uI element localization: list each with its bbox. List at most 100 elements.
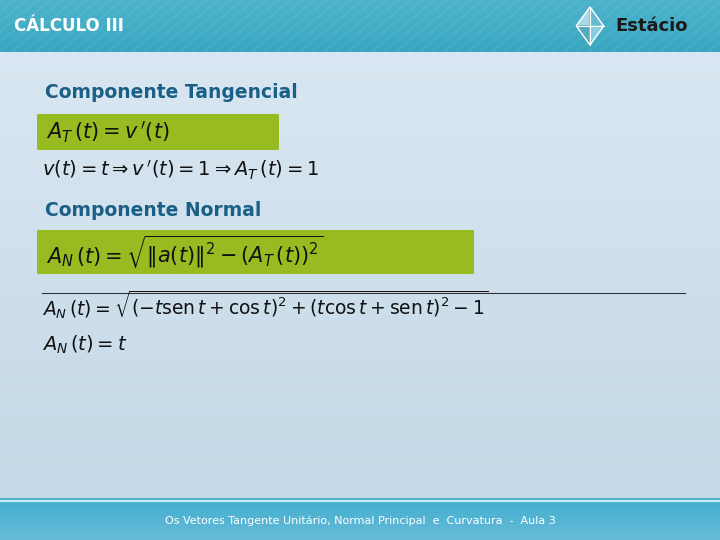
Bar bbox=[0, 312, 720, 313]
Bar bbox=[0, 206, 720, 207]
Bar bbox=[0, 504, 720, 505]
Bar bbox=[0, 376, 720, 377]
Bar bbox=[0, 101, 720, 102]
Bar bbox=[0, 215, 720, 216]
Bar bbox=[0, 444, 720, 445]
Bar bbox=[0, 344, 720, 345]
Bar bbox=[0, 482, 720, 483]
Bar bbox=[0, 450, 720, 451]
Bar bbox=[0, 197, 720, 198]
Bar bbox=[0, 364, 720, 365]
Bar bbox=[0, 318, 720, 319]
Bar bbox=[0, 268, 720, 269]
Bar bbox=[0, 69, 720, 70]
Bar bbox=[0, 370, 720, 371]
Bar bbox=[0, 173, 720, 174]
Bar bbox=[0, 515, 720, 516]
Bar bbox=[0, 49, 720, 50]
Bar bbox=[0, 0, 720, 1]
Bar bbox=[0, 455, 720, 456]
Bar bbox=[0, 96, 720, 97]
Bar bbox=[0, 413, 720, 414]
Bar bbox=[0, 258, 720, 259]
Bar bbox=[0, 223, 720, 224]
Bar bbox=[0, 16, 720, 17]
Bar bbox=[0, 50, 720, 51]
Bar bbox=[0, 394, 720, 395]
Bar bbox=[0, 99, 720, 100]
Bar bbox=[0, 432, 720, 433]
Bar bbox=[0, 4, 720, 5]
Bar bbox=[0, 275, 720, 276]
Bar bbox=[0, 176, 720, 177]
Bar bbox=[0, 151, 720, 152]
Bar bbox=[0, 212, 720, 213]
Bar bbox=[0, 106, 720, 107]
Bar bbox=[0, 502, 720, 503]
Bar bbox=[0, 95, 720, 96]
Bar bbox=[0, 321, 720, 322]
Bar bbox=[0, 105, 720, 106]
Bar bbox=[0, 55, 720, 56]
Bar bbox=[0, 37, 720, 38]
Bar bbox=[0, 162, 720, 163]
Bar bbox=[0, 530, 720, 532]
Bar bbox=[0, 210, 720, 211]
Bar bbox=[0, 24, 720, 25]
Bar bbox=[0, 61, 720, 62]
Bar bbox=[0, 294, 720, 295]
Bar bbox=[0, 145, 720, 146]
Bar bbox=[0, 440, 720, 441]
Bar bbox=[0, 438, 720, 439]
Bar bbox=[0, 428, 720, 429]
Bar bbox=[0, 528, 720, 529]
Bar bbox=[0, 218, 720, 219]
Bar bbox=[0, 357, 720, 358]
Bar bbox=[0, 325, 720, 326]
Bar bbox=[0, 186, 720, 187]
Bar bbox=[0, 523, 720, 524]
FancyBboxPatch shape bbox=[37, 230, 474, 274]
Bar bbox=[0, 229, 720, 230]
Bar bbox=[0, 200, 720, 201]
Bar bbox=[0, 393, 720, 394]
Bar bbox=[0, 178, 720, 179]
Bar bbox=[0, 500, 720, 501]
Bar bbox=[0, 203, 720, 204]
Bar bbox=[0, 180, 720, 181]
Bar bbox=[0, 65, 720, 66]
Bar bbox=[0, 454, 720, 455]
Bar bbox=[0, 255, 720, 256]
Bar bbox=[0, 289, 720, 290]
Bar bbox=[0, 398, 720, 399]
Bar bbox=[0, 3, 720, 5]
Bar bbox=[0, 201, 720, 202]
Bar bbox=[0, 181, 720, 182]
Bar bbox=[0, 128, 720, 129]
Bar bbox=[0, 17, 720, 18]
Text: $A_N\,(t) = \sqrt{\|a(t)\|^2 - (A_T\,(t))^2}$: $A_N\,(t) = \sqrt{\|a(t)\|^2 - (A_T\,(t)… bbox=[46, 234, 323, 271]
Bar bbox=[0, 140, 720, 141]
Bar bbox=[0, 193, 720, 194]
Bar bbox=[0, 108, 720, 109]
Bar bbox=[0, 194, 720, 195]
Bar bbox=[0, 79, 720, 80]
Bar bbox=[0, 416, 720, 417]
Bar bbox=[0, 510, 720, 512]
Bar bbox=[0, 92, 720, 93]
Bar bbox=[0, 38, 720, 39]
Bar bbox=[0, 421, 720, 422]
Bar bbox=[0, 392, 720, 393]
Bar bbox=[0, 89, 720, 90]
Bar bbox=[0, 233, 720, 234]
Bar bbox=[0, 112, 720, 113]
Bar bbox=[0, 536, 720, 537]
Bar bbox=[0, 311, 720, 312]
Bar bbox=[0, 78, 720, 79]
Bar bbox=[0, 236, 720, 237]
Bar bbox=[0, 222, 720, 223]
Bar bbox=[0, 525, 720, 527]
Bar bbox=[0, 66, 720, 67]
Bar bbox=[0, 374, 720, 375]
Bar bbox=[0, 307, 720, 308]
